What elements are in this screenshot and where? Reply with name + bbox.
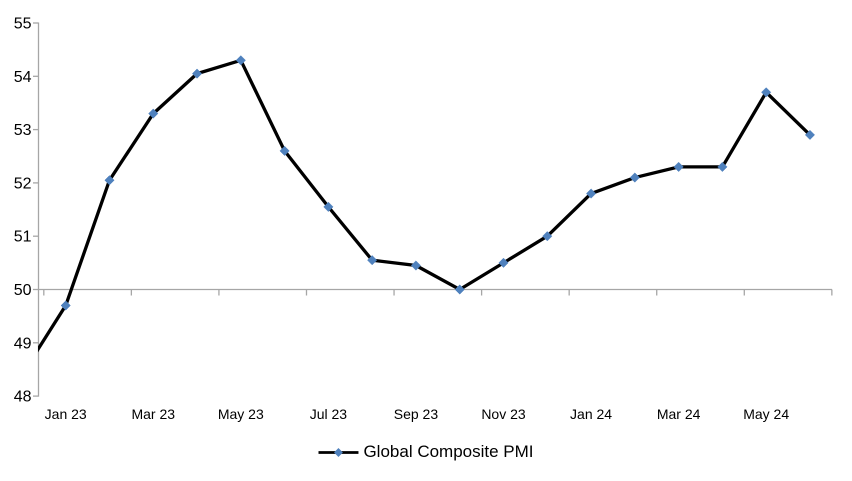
y-tick-label: 48: [14, 389, 32, 406]
y-tick-label: 51: [14, 229, 32, 246]
data-point-marker: [104, 175, 115, 186]
x-tick-label: Mar 23: [131, 406, 175, 422]
y-tick-label: 53: [14, 122, 32, 139]
data-point-marker: [191, 68, 203, 79]
data-point-marker: [279, 145, 290, 156]
y-tick-label: 55: [14, 16, 32, 33]
data-point-marker: [17, 370, 26, 379]
data-point-marker: [60, 300, 71, 311]
data-point-marker: [629, 172, 640, 183]
y-tick-label: 52: [14, 175, 32, 192]
data-point-marker: [367, 255, 378, 266]
data-point-marker: [673, 161, 684, 172]
data-point-marker: [804, 129, 816, 140]
legend: Global Composite PMI: [318, 442, 534, 462]
data-point-marker: [498, 257, 509, 268]
data-point-marker: [761, 87, 772, 98]
legend-label: Global Composite PMI: [363, 442, 534, 461]
data-point-marker: [454, 284, 465, 295]
x-tick-label: May 24: [743, 406, 789, 422]
data-point-marker: [235, 55, 246, 66]
legend-line-marker-icon: [318, 447, 359, 457]
x-tick-label: Jan 24: [570, 406, 612, 422]
x-tick-label: Nov 23: [481, 406, 526, 422]
x-tick-label: Jul 23: [310, 406, 348, 422]
x-tick-label: May 23: [218, 406, 264, 422]
y-tick-label: 49: [14, 335, 32, 352]
data-point-marker: [586, 188, 597, 199]
data-point-marker: [410, 260, 421, 271]
y-tick-label: 54: [14, 69, 32, 86]
x-tick-label: Sep 23: [394, 406, 439, 422]
pmi-series-line: [38, 58, 812, 353]
x-tick-label: Jan 23: [45, 406, 87, 422]
x-tick-label: Mar 24: [657, 406, 701, 422]
data-point-marker: [717, 161, 728, 172]
series-group: [17, 55, 816, 379]
data-point-marker: [323, 201, 334, 212]
y-tick-label: 50: [14, 282, 32, 299]
data-point-marker: [542, 231, 553, 242]
data-point-marker: [148, 108, 159, 119]
